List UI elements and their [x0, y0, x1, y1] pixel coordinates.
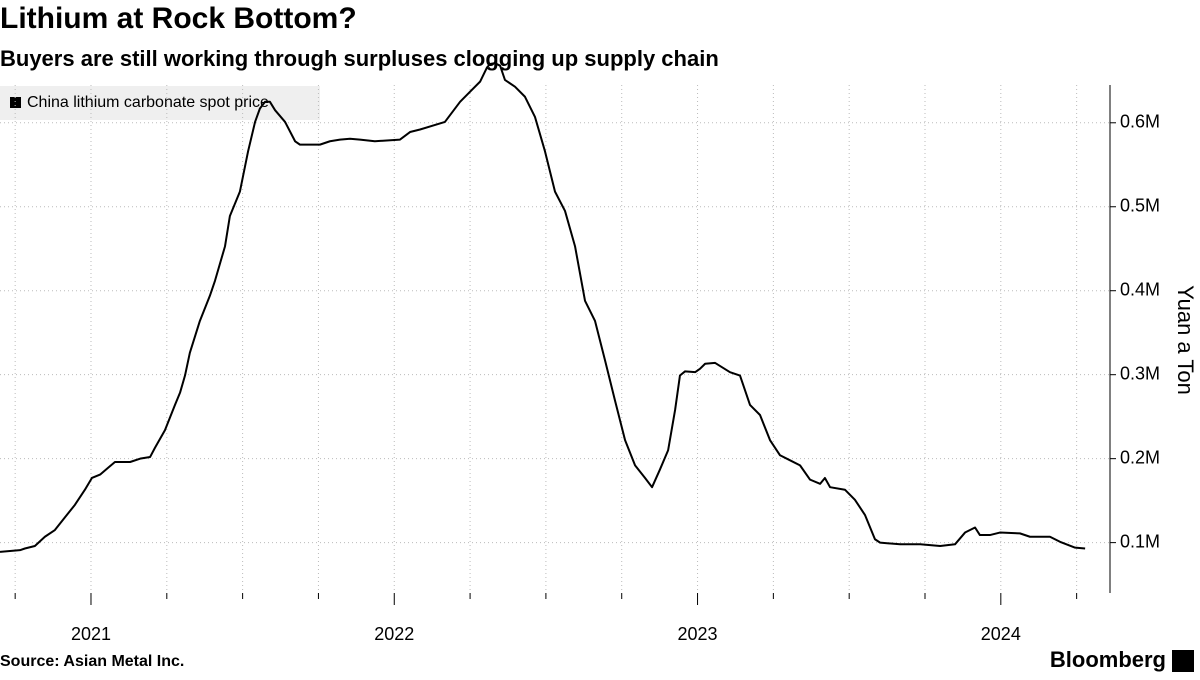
y-tick-label: 0.2M [1120, 447, 1160, 467]
x-tick-label: 2023 [678, 624, 718, 644]
legend-box [0, 86, 320, 120]
chart-title: Lithium at Rock Bottom? [0, 2, 357, 35]
brand: Bloomberg [1050, 647, 1166, 672]
legend-label: China lithium carbonate spot price [27, 94, 269, 111]
chart-subtitle: Buyers are still working through surplus… [0, 46, 719, 71]
y-tick-label: 0.3M [1120, 363, 1160, 383]
legend-swatch [10, 97, 21, 108]
x-tick-label: 2024 [981, 624, 1021, 644]
y-tick-label: 0.1M [1120, 531, 1160, 551]
y-tick-label: 0.4M [1120, 279, 1160, 299]
y-tick-label: 0.6M [1120, 112, 1160, 132]
y-axis-label: Yuan a Ton [1173, 285, 1198, 395]
brand-icon [1172, 650, 1194, 672]
y-tick-label: 0.5M [1120, 196, 1160, 216]
x-tick-label: 2022 [374, 624, 414, 644]
x-tick-label: 2021 [71, 624, 111, 644]
source: Source: Asian Metal Inc. [0, 653, 184, 670]
price-line [0, 62, 1086, 553]
